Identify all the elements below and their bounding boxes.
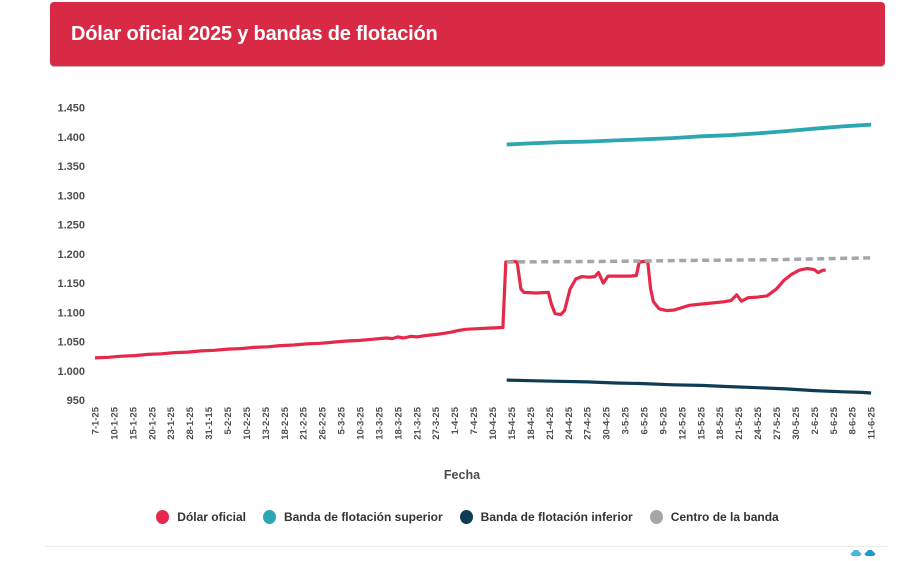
legend-label: Dólar oficial	[177, 510, 246, 524]
x-axis-tick-label: 24-5-25	[753, 406, 764, 439]
x-axis-tick-label: 20-1-25	[147, 406, 158, 439]
chart-title-banner: Dólar oficial 2025 y bandas de flotación	[50, 2, 885, 66]
x-axis-tick-label: 10-2-25	[242, 406, 253, 439]
x-axis-tick-label: 15-1-25	[128, 406, 139, 439]
x-axis-tick-label: 27-4-25	[583, 406, 594, 439]
x-axis-tick-label: 10-1-25	[109, 406, 120, 439]
y-axis-tick-label: 1.450	[57, 103, 85, 115]
x-axis-tick-label: 30-5-25	[791, 406, 802, 439]
x-axis-tick-label: 31-1-15	[204, 406, 215, 439]
y-axis-tick-label: 1.150	[57, 278, 85, 290]
x-axis-tick-label: 18-5-25	[715, 406, 726, 439]
x-axis-tick-label: 15-4-25	[507, 406, 518, 439]
legend-dot-dolar-oficial-icon	[156, 510, 170, 524]
y-axis-tick-label: 950	[67, 395, 85, 407]
x-axis-tick-label: 24-4-25	[564, 406, 575, 439]
series-line-1	[94, 259, 826, 360]
y-axis-tick-label: 1.000	[57, 366, 85, 378]
legend-dot-banda-superior-icon	[262, 510, 276, 524]
x-axis-tick-label: 28-1-25	[185, 406, 196, 439]
x-axis-tick-label: 10-3-25	[356, 406, 367, 439]
x-axis-tick-label: 3-5-25	[621, 406, 632, 434]
y-axis-tick-label: 1.350	[57, 161, 85, 173]
legend-dot-banda-inferior-icon	[459, 510, 473, 524]
y-axis-tick-label: 1.300	[57, 190, 85, 202]
x-axis-tick-label: 27-5-25	[772, 406, 783, 439]
x-axis-tick-label: 9-5-25	[658, 406, 669, 434]
bottom-divider	[45, 546, 888, 547]
x-axis-tick-label: 5-3-25	[337, 406, 348, 434]
legend-label: Banda de flotación superior	[283, 510, 443, 524]
chart-legend: Dólar oficial Banda de flotación superio…	[50, 503, 885, 531]
x-axis-tick-label: 21-5-25	[734, 406, 745, 439]
x-axis-tick-label: 10-4-25	[488, 406, 499, 439]
x-axis-tick-label: 18-2-25	[280, 406, 291, 439]
x-axis-tick-label: 11-6-25	[867, 406, 878, 439]
x-axis-tick-label: 12-5-25	[677, 406, 688, 439]
series-line-2	[506, 122, 872, 147]
x-axis-tick-label: 18-4-25	[526, 406, 537, 439]
legend-label: Banda de flotación inferior	[480, 510, 633, 524]
legend-item-banda-superior[interactable]: Banda de flotación superior	[262, 510, 443, 524]
x-axis-tick-label: 21-2-25	[299, 406, 310, 439]
x-axis-tick-label: 7-1-25	[91, 406, 102, 434]
x-axis-title: Fecha	[444, 468, 481, 482]
y-axis-tick-label: 1.200	[57, 249, 85, 261]
series-line-4	[506, 256, 872, 264]
x-axis-tick-label: 21-3-25	[412, 406, 423, 439]
legend-item-centro-banda[interactable]: Centro de la banda	[649, 510, 779, 524]
x-axis-tick-label: 18-3-25	[393, 406, 404, 439]
x-axis-tick-label: 2-6-25	[810, 406, 821, 434]
legend-item-banda-inferior[interactable]: Banda de flotación inferior	[459, 510, 633, 524]
y-axis-tick-label: 1.100	[57, 307, 85, 319]
page-title: Dólar oficial 2025 y bandas de flotación	[71, 22, 438, 45]
legend-item-dolar-oficial[interactable]: Dólar oficial	[156, 510, 246, 524]
partial-logo-icon	[850, 550, 880, 556]
x-axis-tick-label: 8-6-25	[848, 406, 859, 434]
y-axis-tick-label: 1.250	[57, 220, 85, 232]
x-axis-tick-label: 1-4-25	[450, 406, 461, 434]
legend-dot-centro-banda-icon	[649, 510, 663, 524]
x-axis-tick-label: 13-2-25	[261, 406, 272, 439]
x-axis-tick-label: 23-1-25	[166, 406, 177, 439]
x-axis-tick-label: 26-2-25	[318, 406, 329, 439]
x-axis-tick-label: 5-6-25	[829, 406, 840, 434]
x-axis-tick-label: 27-3-25	[431, 406, 442, 439]
series-line-3	[506, 378, 872, 395]
x-axis-tick-label: 7-4-25	[469, 406, 480, 434]
x-axis-tick-label: 5-2-25	[223, 406, 234, 434]
x-axis-tick-label: 13-3-25	[374, 406, 385, 439]
y-axis-tick-label: 1.050	[57, 337, 85, 349]
legend-label: Centro de la banda	[670, 510, 779, 524]
x-axis-tick-label: 30-4-25	[602, 406, 613, 439]
x-axis-tick-label: 21-4-25	[545, 406, 556, 439]
x-axis-tick-label: 15-5-25	[696, 406, 707, 439]
y-axis-tick-label: 1.400	[57, 132, 85, 144]
x-axis-tick-label: 6-5-25	[639, 406, 650, 434]
